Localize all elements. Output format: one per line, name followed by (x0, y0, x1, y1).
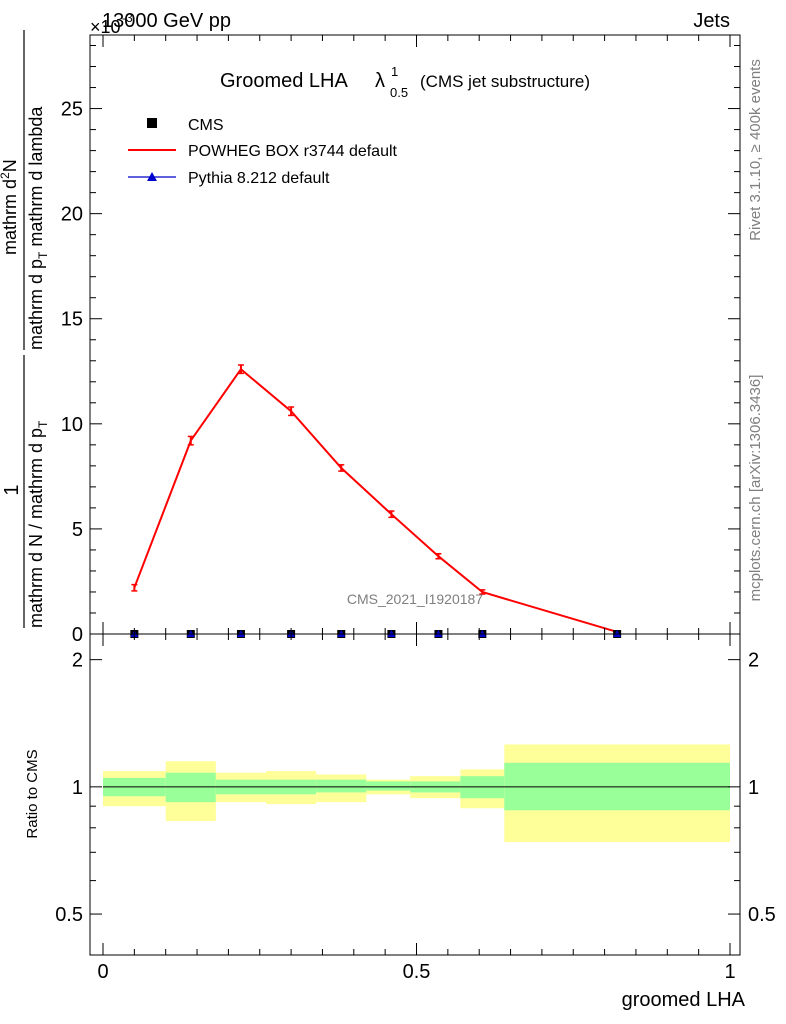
x-axis-label: groomed LHA (622, 989, 746, 1011)
analysis-watermark: CMS_2021_I1920187 (347, 591, 483, 607)
ratio-y-tick-label-right: 2 (748, 650, 759, 672)
legend-label: POWHEG BOX r3744 default (188, 143, 398, 160)
ratio-y-tick-label-left: 0.5 (55, 904, 83, 926)
main-y-tick-label: 15 (61, 309, 83, 331)
title-main: Groomed LHA (220, 70, 348, 92)
y-exponent-power: -3 (122, 11, 133, 25)
main-y-tick-label: 5 (72, 519, 83, 541)
legend-item-pythia: Pythia 8.212 default (128, 170, 330, 187)
header-process: Jets (693, 10, 730, 32)
x-tick-label: 1 (724, 961, 735, 983)
ratio-y-tick-label-right: 0.5 (748, 904, 776, 926)
mcplots-label: mcplots.cern.ch [arXiv:1306.3436] (747, 375, 764, 602)
main-y-axis-label: 1 mathrm d N / mathrm d pT mathrm d2N ma… (0, 30, 50, 628)
x-tick-label: 0 (97, 961, 108, 983)
ylabel-denominator: mathrm d N / mathrm d pT (26, 420, 50, 628)
ratio-frame (89, 633, 741, 956)
main-axis-ticks: 0 5 10 15 20 25 (61, 45, 740, 646)
ratio-y-tick-label-right: 1 (748, 777, 759, 799)
legend-marker-triangle-icon (147, 172, 157, 181)
x-tick-label: 0.5 (403, 961, 431, 983)
legend-label: Pythia 8.212 default (188, 170, 330, 187)
main-y-tick-label: 25 (61, 99, 83, 121)
ylabel-fraction-numerator: mathrm d2N (0, 159, 20, 255)
y-exponent-base: ×10 (90, 17, 121, 37)
chart-title: Groomed LHA λ 1 0.5 (CMS jet substructur… (220, 64, 590, 100)
title-sup: 1 (391, 64, 398, 79)
ratio-uncertainty-bands (103, 744, 730, 843)
legend-item-cms: CMS (147, 117, 224, 134)
ratio-axis-ticks: 0.5 0.5 1 1 2 2 (55, 650, 776, 956)
title-lambda: λ (375, 70, 385, 92)
header-energy: 13000 GeV pp (102, 10, 231, 32)
y-exponent: ×10 -3 (90, 11, 133, 37)
ylabel-numerator: 1 (1, 484, 23, 495)
main-y-tick-label: 10 (61, 414, 83, 436)
ratio-stat-band (316, 779, 367, 793)
ratio-stat-band (165, 772, 216, 803)
title-sub: 0.5 (390, 85, 408, 100)
ratio-y-tick-label-left: 2 (72, 650, 83, 672)
rivet-label: Rivet 3.1.10, ≥ 400k events (747, 59, 764, 241)
legend-label: CMS (188, 117, 224, 134)
main-y-tick-label: 0 (72, 624, 83, 646)
ratio-stat-band (366, 781, 411, 791)
title-subtitle: (CMS jet substructure) (420, 72, 590, 91)
ratio-y-axis-label: Ratio to CMS (24, 749, 41, 838)
legend-item-powheg: POWHEG BOX r3744 default (128, 143, 398, 160)
legend-marker-square-icon (147, 118, 157, 128)
x-axis-ticks: 0 0.5 1 (97, 35, 736, 983)
main-y-tick-label: 20 (61, 204, 83, 226)
ylabel-fraction-denominator: mathrm d pT mathrm d lambda (26, 106, 50, 350)
legend: CMS POWHEG BOX r3744 default Pythia 8.21… (128, 117, 398, 187)
ratio-y-tick-label-left: 1 (72, 777, 83, 799)
